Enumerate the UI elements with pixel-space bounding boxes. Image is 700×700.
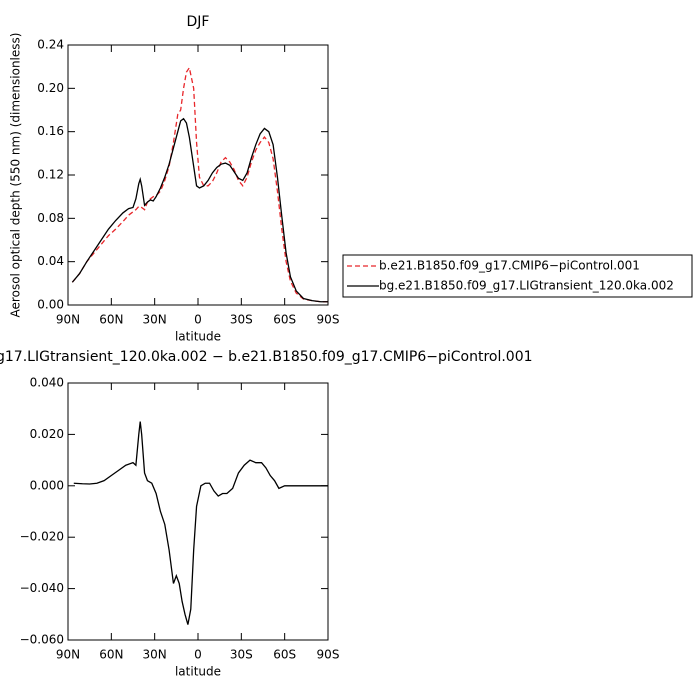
chart-title: bg.e21.B1850.f09_g17.LIGtransient_120.0k… xyxy=(0,349,533,365)
data-line xyxy=(73,421,328,625)
y-tick-label: 0.12 xyxy=(37,168,64,182)
y-tick-label: 0.040 xyxy=(30,376,64,390)
y-tick-label: 0.00 xyxy=(37,298,64,312)
y-tick-label: 0.20 xyxy=(37,81,64,95)
chart-title: DJF xyxy=(187,14,210,30)
x-tick-label: 60N xyxy=(99,648,123,662)
y-axis-label: Aerosol optical depth (550 nm) (dimensio… xyxy=(9,33,23,318)
x-tick-label: 60S xyxy=(273,313,296,327)
x-axis-label: latitude xyxy=(175,330,221,344)
x-tick-label: 0 xyxy=(194,648,202,662)
data-line xyxy=(71,66,328,303)
legend-label: bg.e21.B1850.f09_g17.LIGtransient_120.0k… xyxy=(379,279,674,293)
y-tick-label: −0.060 xyxy=(20,633,64,647)
y-tick-label: 0.04 xyxy=(37,254,64,268)
legend-label: b.e21.B1850.f09_g17.CMIP6−piControl.001 xyxy=(379,259,640,273)
plot-frame xyxy=(67,44,329,306)
data-line xyxy=(71,117,328,303)
x-tick-label: 90S xyxy=(317,313,340,327)
x-tick-label: 30S xyxy=(230,648,253,662)
y-tick-label: −0.020 xyxy=(20,530,64,544)
x-tick-label: 30N xyxy=(143,648,167,662)
x-tick-label: 60S xyxy=(273,648,296,662)
x-tick-label: 30N xyxy=(143,313,167,327)
x-tick-label: 30S xyxy=(230,313,253,327)
legend-box xyxy=(342,254,693,298)
x-tick-label: 90N xyxy=(56,313,80,327)
y-tick-label: 0.16 xyxy=(37,124,64,138)
x-tick-label: 0 xyxy=(194,313,202,327)
plot-frame xyxy=(67,382,329,641)
x-tick-label: 90N xyxy=(56,648,80,662)
y-tick-label: 0.24 xyxy=(37,38,64,52)
x-axis-label: latitude xyxy=(175,665,221,679)
y-tick-label: −0.040 xyxy=(20,581,64,595)
y-tick-label: 0.08 xyxy=(37,211,64,225)
x-tick-label: 90S xyxy=(317,648,340,662)
y-tick-label: 0.000 xyxy=(30,478,64,492)
y-tick-label: 0.020 xyxy=(30,427,64,441)
x-tick-label: 60N xyxy=(99,313,123,327)
